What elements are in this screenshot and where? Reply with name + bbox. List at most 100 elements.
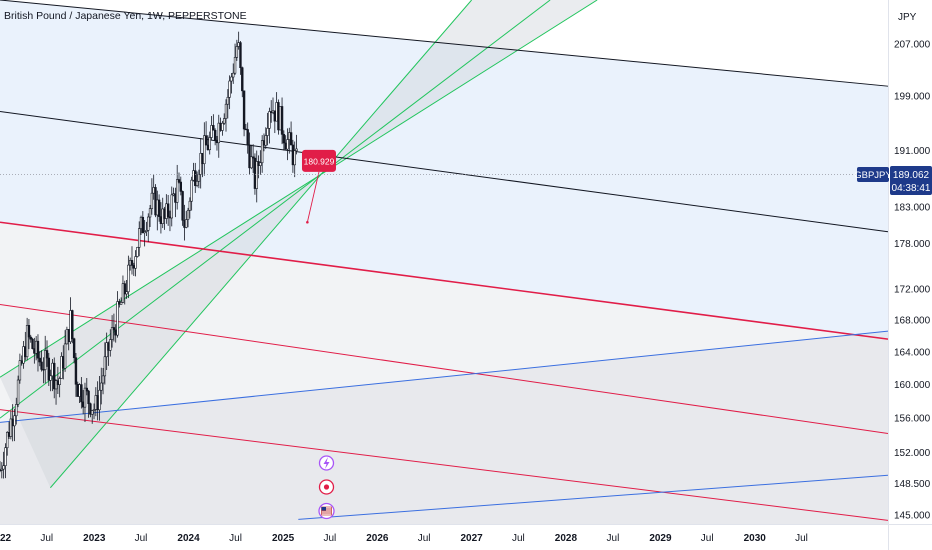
candle-body [197,174,201,182]
candle-body [177,179,181,183]
annotation-label: 180.929 [304,156,335,166]
x-tick-label: Jul [323,533,336,544]
candle-body [116,301,119,336]
candle-body [221,122,224,131]
candle-body [101,375,105,384]
candle-body [2,465,5,470]
candle-body [45,350,49,359]
candle-body [233,57,237,74]
y-tick-label: 183.000 [894,202,931,213]
candle-body [83,387,87,408]
candle-body [16,379,20,405]
y-tick-label: 164.000 [894,347,931,358]
candle-body [185,219,188,228]
candle-body [53,362,56,390]
candle-body [282,134,286,144]
candle-body [6,432,9,449]
candle-body [260,140,264,164]
upper-zone-fill [0,0,888,340]
candle-body [103,356,107,377]
candle-body [112,327,116,331]
candle-body [0,468,4,471]
y-tick-label: 191.000 [894,146,931,157]
bar-countdown: 04:38:41 [892,183,931,194]
channel-line-middle [0,0,551,419]
candle-body [91,410,94,415]
candle-body [212,125,215,131]
trend-lines [0,0,889,521]
price-badge[interactable]: GBPJPY 189.062 04:38:41 [854,166,932,195]
candle-body [266,128,269,136]
candle-body [100,382,103,391]
candle-body [15,404,18,417]
price-axis[interactable]: 207.000 199.000 191.000 183.000 178.000 172.0… [894,39,931,521]
x-tick-label: 2025 [272,533,295,544]
candle-body [246,129,249,146]
x-tick-label: 2022 [0,533,12,544]
candle-body [179,181,183,192]
annotation-box[interactable] [301,149,336,172]
candle-body [242,90,246,130]
x-tick-label: Jul [40,533,53,544]
price-value-badge [890,166,932,195]
chart-title: British Pound / Japanese Yen, 1W, PEPPER… [4,10,247,22]
currency-label[interactable]: JPY [898,12,917,23]
candle-body [147,216,150,231]
candle-body [204,135,208,146]
candle-body [190,179,193,202]
candle-body [230,76,233,82]
record-icon[interactable] [318,479,335,495]
x-tick-label: Jul [512,533,525,544]
price-annotation[interactable]: 180.929 [301,149,336,224]
candle-body [222,118,226,124]
candle-body [226,96,230,105]
candle-body [186,209,190,220]
trend-line [0,303,889,434]
trend-line [0,330,889,423]
candle-body [13,415,16,427]
time-axis[interactable]: 2022 Jul 2023 Jul 2024 Jul 2025 Jul 2026 Jul 2027 J… [0,533,808,544]
candle-body [232,72,235,78]
candle-body [80,384,83,403]
y-tick-label: 145.000 [894,510,931,521]
trend-line [298,474,889,520]
candle-body [208,137,211,151]
candle-body [157,199,161,217]
x-tick-label: 2027 [461,533,484,544]
candle-body [127,264,130,293]
candle-body [18,360,22,381]
candle-body [27,325,31,338]
candle-body [235,46,239,58]
x-tick-label: Jul [607,533,620,544]
x-tick-label: 2030 [744,533,767,544]
candle-body [228,80,231,98]
candle-body [280,106,284,135]
candle-body [251,156,255,159]
candle-body [138,228,141,248]
candle-body [289,132,293,146]
lightning-icon[interactable] [318,455,335,471]
candle-body [259,162,262,166]
candle-body [44,350,47,370]
trend-line [0,111,889,233]
candle-body [125,291,128,295]
lower-zone-fill [0,222,888,525]
candle-body [74,357,78,385]
candle-body [110,327,114,340]
candle-body [217,122,220,144]
x-tick-label: 2026 [366,533,389,544]
candle-body [109,339,112,351]
candlesticks [0,31,298,479]
y-tick-label: 178.000 [894,239,931,250]
y-tick-label: 172.000 [894,284,931,295]
candle-body [166,203,170,218]
candle-body [9,418,13,437]
candle-body [264,135,267,146]
candle-body [175,179,179,203]
candle-body [188,200,192,211]
blue-zone-fill [0,331,888,524]
us-flag-icon[interactable] [318,502,335,520]
candle-body [119,302,123,305]
candle-body [63,343,67,369]
